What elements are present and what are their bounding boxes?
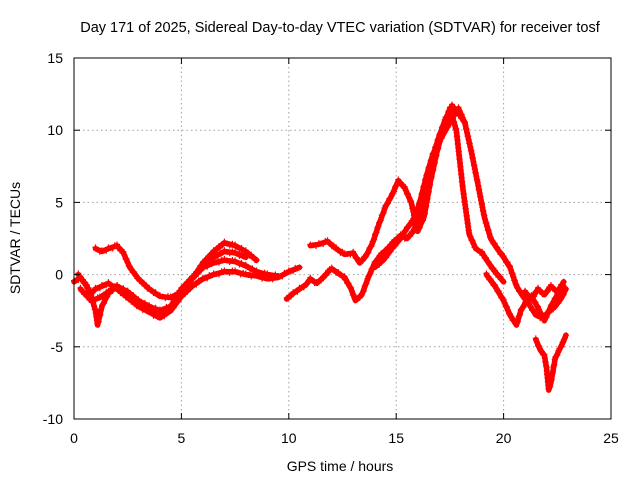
x-tick-label: 0 [70, 430, 78, 446]
series-group [71, 101, 569, 393]
series-track-f [307, 104, 507, 285]
chart-title: Day 171 of 2025, Sidereal Day-to-day VTE… [80, 20, 600, 36]
series-track-j [522, 278, 567, 302]
x-axis-label: GPS time / hours [287, 458, 394, 474]
y-tick-label: -10 [43, 411, 63, 427]
x-tick-label: 20 [496, 430, 512, 446]
y-tick-label: 5 [55, 194, 63, 210]
x-tick-label: 15 [388, 430, 404, 446]
y-tick-label: -5 [51, 339, 64, 355]
axis-ticks: 0 5 10 15 20 25 -10 -5 0 5 10 15 [43, 50, 619, 446]
x-tick-label: 5 [178, 430, 186, 446]
plot-frame [73, 57, 612, 420]
series-track-g [371, 104, 569, 322]
series-track-i [532, 332, 569, 393]
y-tick-label: 15 [47, 50, 63, 66]
grid [74, 58, 611, 419]
series-track-d [92, 238, 260, 302]
y-axis-label: SDTVAR / TECUs [7, 182, 23, 294]
series-markers [483, 270, 567, 327]
series-markers [371, 104, 569, 322]
series-track-b [75, 256, 282, 318]
x-tick-label: 10 [281, 430, 297, 446]
y-tick-label: 10 [47, 122, 63, 138]
y-tick-label: 0 [55, 267, 63, 283]
series-markers [307, 104, 507, 285]
series-markers [522, 278, 567, 301]
series-track-h [483, 270, 567, 328]
series-markers [92, 238, 260, 302]
x-tick-label: 25 [603, 430, 619, 446]
series-markers [532, 332, 569, 392]
